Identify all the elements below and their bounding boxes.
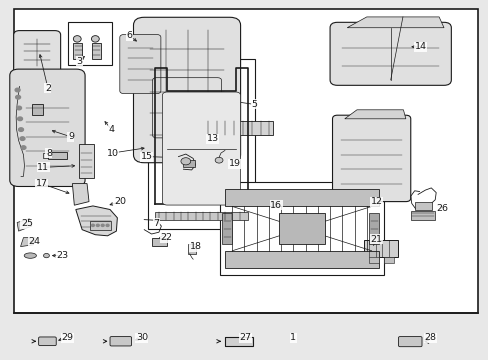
Bar [364, 240, 397, 257]
Bar [278, 213, 325, 244]
FancyBboxPatch shape [133, 17, 240, 163]
Bar [220, 182, 383, 275]
Ellipse shape [24, 253, 36, 258]
Circle shape [19, 128, 23, 131]
Circle shape [181, 158, 190, 165]
Circle shape [18, 117, 22, 121]
Bar [410, 211, 434, 220]
Bar [224, 337, 253, 346]
FancyBboxPatch shape [120, 35, 161, 94]
Bar [224, 189, 378, 206]
Circle shape [106, 224, 109, 226]
Text: 1: 1 [290, 333, 296, 342]
Bar [68, 22, 112, 65]
Text: 14: 14 [414, 42, 426, 51]
Text: 22: 22 [160, 233, 172, 242]
Polygon shape [346, 17, 443, 28]
Bar [151, 238, 167, 246]
Polygon shape [20, 238, 35, 247]
Text: 9: 9 [68, 132, 74, 141]
Bar [48, 152, 67, 159]
Text: 18: 18 [189, 242, 201, 251]
Text: 3: 3 [76, 57, 82, 66]
Text: 21: 21 [370, 235, 382, 244]
Circle shape [15, 88, 20, 92]
Circle shape [215, 157, 223, 163]
Circle shape [16, 95, 20, 99]
Text: 28: 28 [424, 333, 435, 342]
Bar [79, 144, 94, 178]
Text: 10: 10 [106, 149, 118, 158]
Text: 12: 12 [370, 197, 382, 206]
Text: 16: 16 [270, 201, 282, 210]
FancyBboxPatch shape [14, 31, 61, 73]
FancyBboxPatch shape [39, 337, 56, 346]
Polygon shape [344, 110, 405, 119]
Text: 27: 27 [239, 333, 251, 342]
Bar [224, 251, 378, 268]
Text: 30: 30 [136, 333, 147, 342]
Text: 11: 11 [37, 163, 49, 172]
FancyBboxPatch shape [332, 115, 410, 202]
Circle shape [20, 137, 25, 140]
Text: 2: 2 [45, 84, 51, 93]
Circle shape [101, 224, 104, 226]
Bar [155, 212, 247, 220]
Bar [92, 43, 101, 59]
FancyBboxPatch shape [398, 337, 421, 347]
Circle shape [96, 224, 99, 226]
Text: 29: 29 [61, 333, 73, 342]
Ellipse shape [43, 253, 49, 258]
Bar [32, 104, 42, 115]
FancyBboxPatch shape [162, 92, 240, 205]
Text: 7: 7 [153, 219, 159, 228]
Bar [73, 43, 82, 59]
Text: 25: 25 [21, 219, 33, 228]
Ellipse shape [91, 36, 99, 42]
Text: 5: 5 [251, 100, 257, 109]
Bar [147, 59, 255, 229]
Circle shape [17, 106, 21, 110]
Text: 17: 17 [36, 179, 47, 188]
Text: 4: 4 [108, 125, 114, 134]
FancyBboxPatch shape [10, 69, 85, 186]
Text: 24: 24 [28, 237, 40, 246]
Text: 19: 19 [228, 159, 240, 168]
Bar [188, 244, 195, 254]
Bar [222, 213, 232, 244]
Ellipse shape [73, 36, 81, 42]
Text: 23: 23 [57, 251, 68, 260]
Polygon shape [17, 219, 32, 231]
Bar [368, 213, 378, 244]
Bar [183, 160, 195, 167]
Text: 15: 15 [141, 152, 152, 161]
Text: 13: 13 [206, 134, 218, 143]
Polygon shape [76, 206, 117, 236]
Text: 20: 20 [114, 197, 125, 206]
Circle shape [21, 146, 26, 149]
FancyBboxPatch shape [329, 22, 450, 85]
Bar [368, 257, 378, 263]
Bar [414, 202, 431, 210]
Circle shape [91, 224, 94, 226]
Bar [204, 121, 272, 135]
FancyBboxPatch shape [110, 337, 131, 346]
Text: 8: 8 [46, 149, 52, 158]
Bar [90, 221, 111, 230]
Text: 26: 26 [436, 204, 447, 213]
Bar [14, 9, 477, 313]
Text: 6: 6 [126, 31, 132, 40]
Polygon shape [72, 184, 89, 205]
Bar [383, 257, 393, 263]
